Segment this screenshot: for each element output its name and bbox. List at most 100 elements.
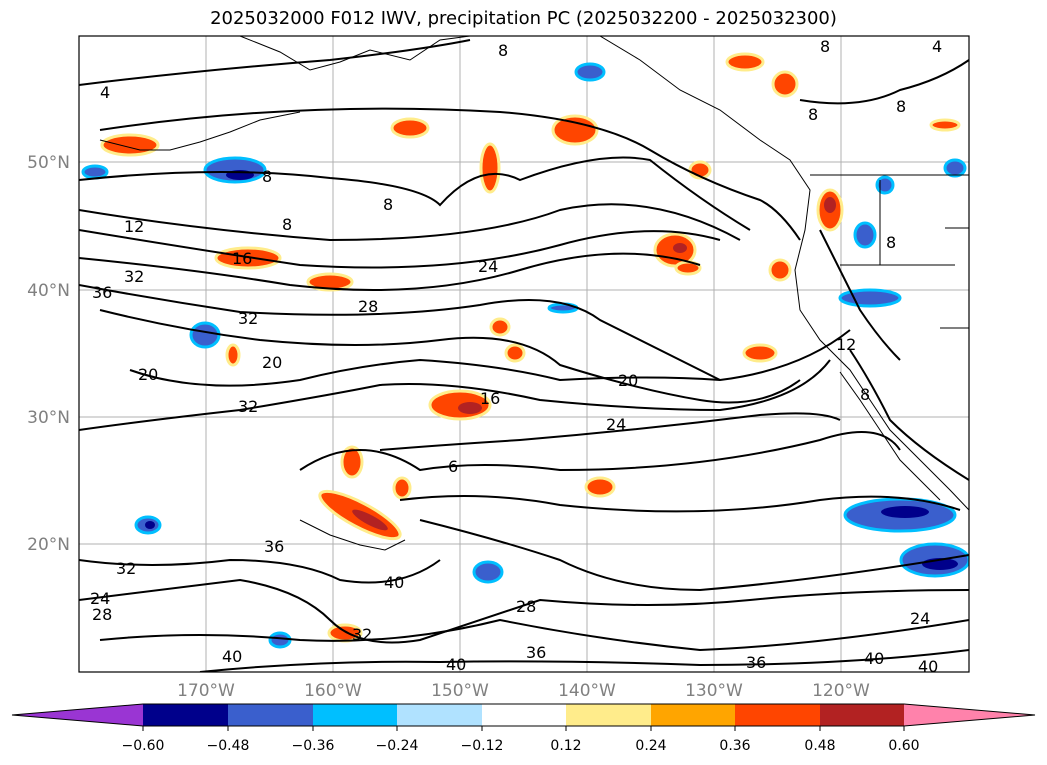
contour-label: 32 [238, 397, 258, 416]
alaska-coastline [239, 36, 471, 71]
colorbar-extend-high [904, 704, 1035, 726]
precip-patch [306, 272, 354, 292]
contour-label: 28 [516, 597, 536, 616]
contour-label: 8 [808, 105, 818, 124]
map-content: 4 8 8 8 8 8 8 8 8 12 12 16 16 20 20 20 2… [79, 36, 969, 674]
contour-label: 6 [448, 457, 458, 476]
contour-label: 8 [896, 97, 906, 116]
contour-labels: 4 8 8 8 8 8 8 8 8 12 12 16 16 20 20 20 2… [90, 37, 942, 674]
precip-patch-negative [875, 175, 895, 195]
precip-patch [768, 258, 792, 282]
contour-label: 16 [480, 389, 500, 408]
lon-label-140w: 140°W [558, 681, 616, 701]
gridlines [79, 36, 969, 672]
iwv-contour [99, 107, 801, 241]
lon-label-150w: 150°W [431, 681, 489, 701]
contour-label: 8 [886, 233, 896, 252]
colorbar-swatch [566, 704, 651, 726]
colorbar-tick: 0.24 [635, 738, 666, 754]
iwv-contour [79, 359, 831, 431]
contour-label: 32 [116, 559, 136, 578]
colorbar-tick: −0.48 [207, 738, 250, 754]
lon-label-170w: 170°W [177, 681, 235, 701]
colorbar-tick: −0.60 [122, 738, 165, 754]
contour-label: 8 [262, 167, 272, 186]
iwv-contour [79, 252, 701, 291]
contour-label: 40 [222, 647, 242, 666]
precip-patch [340, 445, 364, 479]
contour-label: 24 [910, 609, 930, 628]
iwv-contour [79, 229, 721, 269]
contour-label: 40 [446, 655, 466, 674]
precip-patch-negative [838, 288, 902, 308]
iwv-contour [199, 649, 969, 672]
precip-core-negative [145, 521, 155, 529]
precip-positive-patches [100, 52, 961, 643]
colorbar-swatch [735, 704, 820, 726]
iwv-contour [419, 519, 969, 592]
precip-patch [504, 343, 526, 363]
colorbar-extend-low [12, 704, 143, 726]
lat-label-30n: 30°N [27, 408, 70, 428]
longitude-labels: 170°W 160°W 150°W 140°W 130°W 120°W [177, 681, 870, 701]
state-border [940, 227, 969, 329]
precip-patch [479, 142, 501, 194]
contour-label: 40 [384, 573, 404, 592]
iwv-contour [849, 349, 969, 481]
contour-label: 36 [746, 653, 766, 672]
precip-patch [489, 317, 511, 337]
lat-label-50n: 50°N [27, 153, 70, 173]
map-title: 2025032000 F012 IWV, precipitation PC (2… [210, 8, 837, 29]
colorbar-swatch [228, 704, 313, 726]
iwv-contour [99, 309, 801, 404]
contour-label: 32 [124, 267, 144, 286]
contour-label: 36 [526, 643, 546, 662]
contour-label: 20 [138, 365, 158, 384]
precip-core-negative [881, 506, 929, 518]
iwv-contour [379, 412, 841, 451]
colorbar: −0.60 −0.48 −0.36 −0.24 −0.12 0.12 0.24 … [11, 703, 1036, 754]
map-frame [78, 35, 970, 673]
colorbar-swatch [651, 704, 735, 726]
aleutian-islands [99, 111, 301, 151]
colorbar-swatch [313, 704, 397, 726]
contour-label: 16 [232, 249, 252, 268]
colorbar-tick: −0.36 [292, 738, 335, 754]
contour-label: 32 [238, 309, 258, 328]
precip-patch [725, 52, 765, 72]
precip-patch [742, 343, 778, 363]
contour-label: 40 [864, 649, 884, 668]
lat-label-40n: 40°N [27, 281, 70, 301]
precip-patch [100, 133, 160, 157]
contour-label: 4 [932, 37, 942, 56]
precip-patch [225, 343, 241, 367]
precip-patch-negative [853, 221, 877, 249]
contour-label: 36 [264, 537, 284, 556]
iwv-contour [299, 431, 901, 472]
precip-core [352, 509, 388, 531]
lon-label-130w: 130°W [685, 681, 743, 701]
precip-patch-negative [472, 560, 504, 584]
colorbar-swatch [397, 704, 482, 726]
colorbar-swatch [143, 704, 228, 726]
colorbar-swatch [482, 704, 566, 726]
colorbar-tick: 0.60 [888, 738, 919, 754]
colorbar-tick: −0.12 [461, 738, 504, 754]
contour-label: 20 [262, 353, 282, 372]
contour-label: 24 [478, 257, 498, 276]
colorbar-tick: 0.48 [804, 738, 835, 754]
contour-label: 4 [100, 83, 110, 102]
colorbar-swatch [820, 704, 904, 726]
precip-patch-negative [943, 158, 967, 178]
precip-patch [392, 476, 412, 500]
contour-label: 28 [92, 605, 112, 624]
lon-label-120w: 120°W [812, 681, 870, 701]
contour-label: 24 [90, 589, 110, 608]
precip-patch-negative [189, 321, 221, 349]
precip-core [458, 402, 482, 414]
lon-label-160w: 160°W [304, 681, 362, 701]
precip-patch-negative [81, 164, 109, 180]
precip-patch [771, 70, 799, 98]
contour-label: 8 [820, 37, 830, 56]
